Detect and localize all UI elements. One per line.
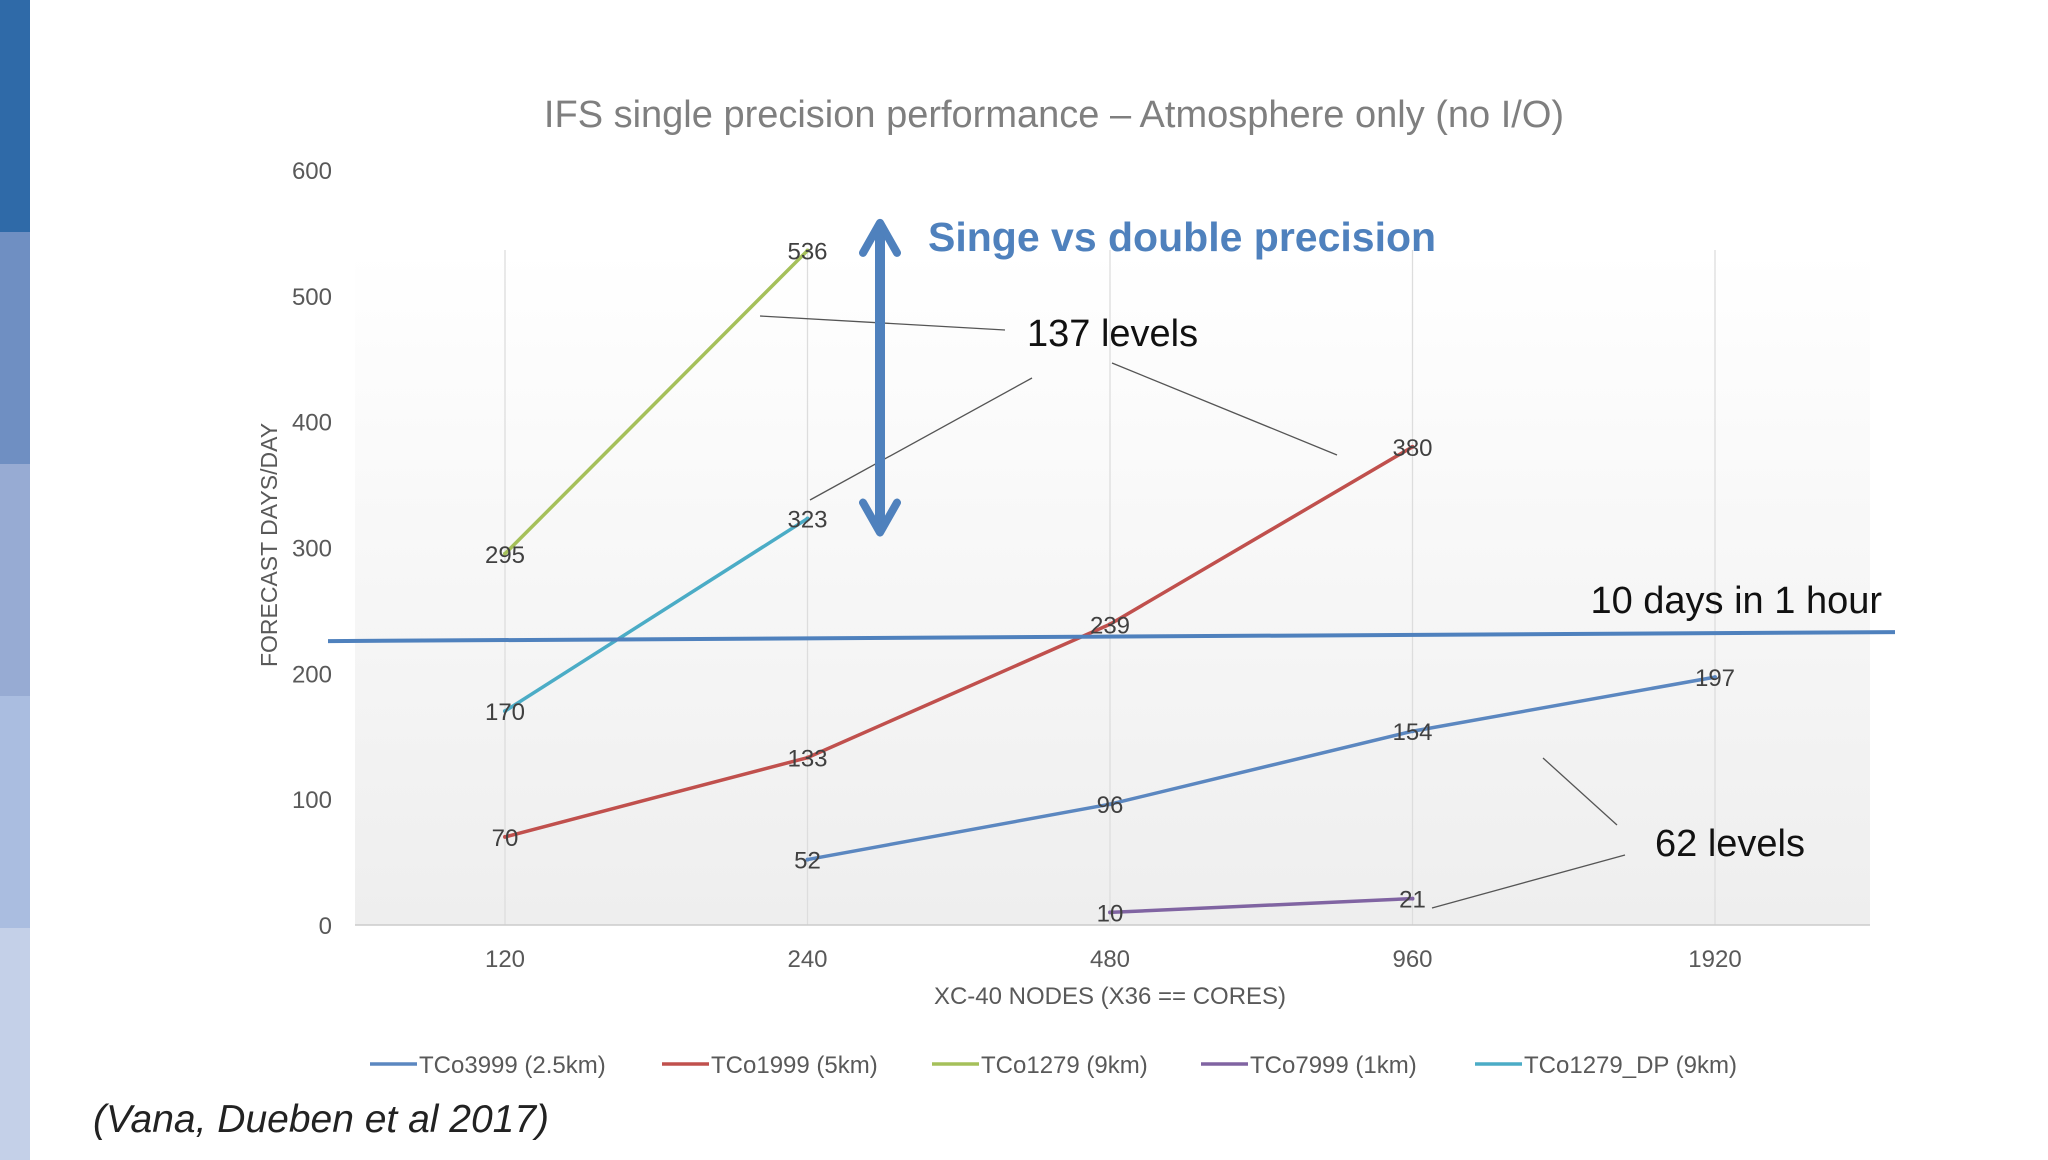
data-label-s4-480: 10 (1097, 900, 1124, 927)
data-point-s1-480 (1108, 802, 1112, 807)
levels-62-annotation: 62 levels (1655, 823, 1805, 865)
data-point-s5-240 (805, 516, 810, 521)
x-tick-label-120: 120 (485, 946, 525, 973)
data-point-s1-240 (805, 857, 810, 862)
series-line-1 (807, 675, 1716, 862)
y-tick-label-300: 300 (292, 536, 332, 563)
leader-line-62-purple (1431, 854, 1626, 909)
y-axis-label: FORECAST DAYS/DAY (256, 423, 282, 667)
reference-line-label: 10 days in 1 hour (1590, 580, 1882, 622)
data-label-s4-960: 21 (1399, 887, 1426, 914)
side-bar-segment-3 (0, 464, 30, 696)
y-tick-label-500: 500 (292, 284, 332, 311)
series-lines (503, 248, 1717, 915)
x-axis-tick-labels: 120 240 480 960 1920 (485, 946, 1742, 973)
y-tick-label-400: 400 (292, 410, 332, 437)
data-point-s1-960 (1410, 729, 1415, 734)
data-label-s3-240: 536 (787, 239, 827, 266)
legend-label-3: TCo1279 (9km) (981, 1052, 1148, 1079)
y-tick-label-600: 600 (292, 158, 332, 185)
data-label-s2-120: 70 (492, 825, 519, 852)
side-bar-segment-4 (0, 696, 30, 928)
data-label-s2-240: 133 (787, 746, 827, 773)
y-tick-label-100: 100 (292, 787, 332, 814)
data-label-s5-120: 170 (485, 699, 525, 726)
leader-line-137-red (1111, 362, 1338, 456)
precision-annotation-label: Singe vs double precision (928, 214, 1436, 260)
precision-double-arrow (859, 218, 901, 537)
data-point-s2-480 (1108, 622, 1112, 627)
legend-label-2: TCo1999 (5km) (711, 1052, 878, 1079)
data-point-s3-120 (503, 551, 507, 556)
side-bar-segment-5 (0, 928, 30, 1160)
data-point-s5-120 (503, 709, 507, 714)
x-axis-label: XC-40 NODES (X36 == CORES) (934, 983, 1286, 1010)
citation: (Vana, Dueben et al 2017) (93, 1098, 550, 1141)
data-point-s2-960 (1410, 444, 1415, 449)
series-line-4 (1109, 896, 1413, 915)
y-tick-label-0: 0 (319, 913, 332, 940)
side-bar-segment-1 (0, 0, 30, 232)
plot-area (355, 250, 1870, 925)
category-gridlines (504, 250, 1716, 925)
arrow-head-up (859, 218, 901, 257)
leader-line-62-blue (1542, 757, 1618, 826)
arrow-head-down (859, 498, 901, 537)
series-line-2 (504, 445, 1414, 839)
x-tick-label-960: 960 (1392, 946, 1432, 973)
chart-title: IFS single precision performance – Atmos… (544, 94, 1564, 136)
data-label-s5-240: 323 (787, 507, 827, 534)
y-tick-label-200: 200 (292, 661, 332, 688)
legend-label-5: TCo1279_DP (9km) (1524, 1052, 1737, 1079)
x-tick-label-1920: 1920 (1688, 946, 1741, 973)
leader-line-137-cyan (809, 377, 1033, 501)
series-line-3 (503, 249, 809, 556)
series-line-5 (504, 517, 809, 713)
legend-label-4: TCo7999 (1km) (1250, 1052, 1417, 1079)
data-point-s2-120 (503, 834, 507, 839)
data-label-s3-120: 295 (485, 542, 525, 569)
data-label-s1-480: 96 (1097, 792, 1124, 819)
data-point-s1-1920 (1713, 675, 1717, 680)
reference-line (327, 630, 1896, 644)
data-label-s2-960: 380 (1392, 435, 1432, 462)
chart-legend: TCo3999 (2.5km) TCo1999 (5km) TCo1279 (9km… (370, 1052, 1737, 1079)
x-tick-label-240: 240 (787, 946, 827, 973)
data-label-s1-1920: 197 (1695, 665, 1735, 692)
data-label-s1-960: 154 (1392, 719, 1432, 746)
data-point-s4-480 (1108, 910, 1112, 915)
decorative-side-bar (0, 0, 30, 1160)
side-bar-segment-2 (0, 232, 30, 464)
legend-label-1: TCo3999 (2.5km) (419, 1052, 606, 1079)
data-label-s1-240: 52 (794, 848, 821, 875)
levels-137-annotation: 137 levels (1027, 313, 1198, 355)
x-tick-label-480: 480 (1090, 946, 1130, 973)
y-axis-tick-labels: 0 100 200 300 400 500 600 (292, 158, 332, 940)
data-point-s3-240 (805, 248, 810, 253)
data-point-s4-960 (1410, 896, 1415, 901)
data-point-s2-240 (805, 755, 810, 760)
